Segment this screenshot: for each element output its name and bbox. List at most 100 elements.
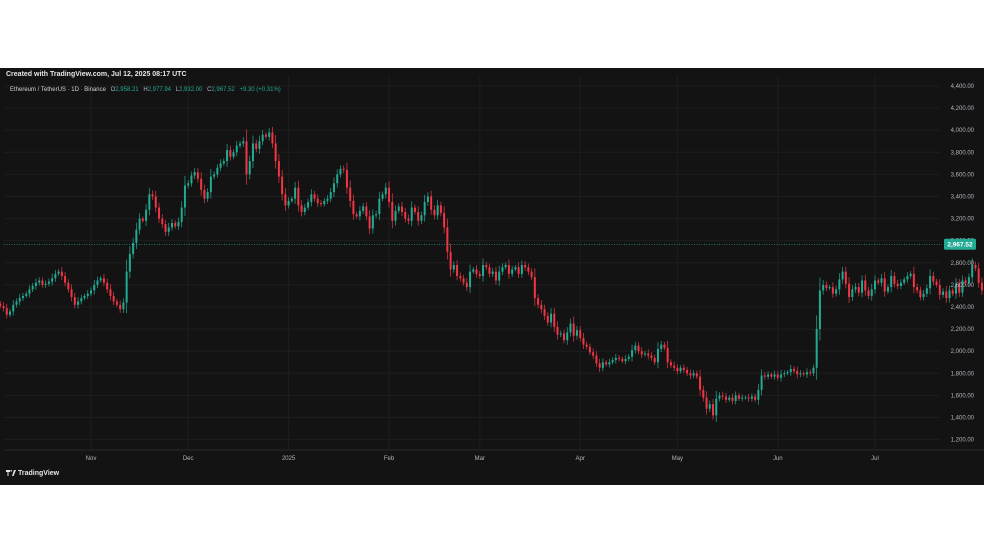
candle	[57, 269, 60, 277]
candle-body	[631, 350, 634, 357]
candle	[5, 303, 8, 319]
candle	[754, 393, 757, 403]
candle	[682, 364, 685, 374]
candle	[316, 194, 319, 208]
chart-grid	[4, 76, 940, 449]
candle-body	[640, 351, 643, 355]
candle	[9, 308, 12, 318]
candle-body	[851, 289, 854, 298]
candle-body	[676, 367, 679, 372]
candle	[310, 189, 313, 207]
candle	[705, 391, 708, 415]
candlestick-chart[interactable]: 1,200.00 1,400.00 1,600.00 1,800.00 2,000.00…	[0, 68, 984, 485]
candle-body	[426, 196, 429, 203]
candle-body	[245, 141, 248, 175]
candle	[235, 140, 238, 157]
candle	[598, 358, 601, 372]
candle-body	[893, 276, 896, 284]
candle	[637, 342, 640, 355]
candle-body	[284, 194, 287, 206]
candle	[553, 307, 556, 333]
candle	[410, 201, 413, 227]
candle-body	[588, 346, 591, 353]
candle-body	[138, 218, 141, 230]
candle	[391, 193, 394, 229]
candle	[433, 205, 436, 220]
candle	[193, 168, 196, 180]
candle	[226, 143, 229, 167]
candle-body	[870, 289, 873, 296]
candle-body	[209, 176, 212, 193]
candle	[177, 217, 180, 231]
candle	[313, 190, 316, 202]
candle-body	[562, 333, 565, 341]
candle-body	[825, 284, 828, 289]
candle	[352, 194, 355, 220]
candle	[828, 285, 831, 290]
candle	[786, 370, 789, 376]
candle-body	[809, 372, 812, 374]
candle-body	[498, 271, 501, 281]
candle	[825, 281, 828, 292]
y-axis: 1,200.00 1,400.00 1,600.00 1,800.00 2,000.00…	[951, 84, 975, 444]
candle-body	[229, 150, 232, 157]
candle	[757, 384, 760, 405]
candle-body	[517, 267, 520, 274]
candle-body	[527, 267, 530, 272]
candle	[954, 277, 957, 299]
candle-body	[125, 271, 128, 303]
candle-body	[886, 287, 889, 292]
candle-body	[938, 284, 941, 295]
candle	[154, 190, 157, 213]
candle	[12, 300, 15, 316]
candle-body	[287, 200, 290, 206]
y-tick-label: 1,600.00	[951, 393, 975, 399]
candle-body	[93, 284, 96, 291]
candle-body	[73, 297, 76, 305]
candle	[945, 286, 948, 303]
candle-body	[780, 374, 783, 378]
last-price-value: 2,967.52	[947, 242, 973, 249]
candle	[929, 269, 932, 295]
candle	[595, 351, 598, 368]
candle	[582, 332, 585, 349]
candle	[93, 279, 96, 295]
candle-body	[546, 315, 549, 323]
candle	[783, 370, 786, 377]
candle	[712, 399, 715, 420]
candle-body	[67, 282, 70, 290]
candle-body	[718, 395, 721, 399]
candle	[277, 154, 280, 183]
candle	[475, 265, 478, 278]
candle	[708, 400, 711, 413]
candle-body	[203, 189, 206, 199]
candle-body	[478, 273, 481, 277]
candle-body	[741, 397, 744, 399]
candle	[669, 359, 672, 369]
candle-body	[316, 198, 319, 204]
candles-layer	[0, 127, 983, 423]
candle	[919, 286, 922, 301]
candle	[789, 364, 792, 376]
candle	[686, 366, 689, 376]
candle	[232, 149, 235, 160]
candle-body	[112, 295, 115, 302]
candle-body	[219, 163, 222, 168]
candle-body	[115, 301, 118, 305]
candle-body	[579, 330, 582, 338]
candle-body	[391, 202, 394, 221]
candle-body	[51, 278, 54, 282]
created-with-text: Created with TradingView.com, Jul 12, 20…	[6, 71, 187, 78]
candle	[213, 171, 216, 180]
candle	[80, 294, 83, 305]
candle-body	[491, 271, 494, 274]
candle-body	[848, 283, 851, 298]
candle-body	[135, 229, 138, 243]
candle	[345, 162, 348, 195]
candle	[196, 168, 199, 183]
legend-low: 2,932.00	[179, 87, 203, 93]
candle-body	[433, 209, 436, 216]
y-tick-label: 2,800.00	[951, 261, 975, 267]
candle-body	[248, 161, 251, 175]
candle-body	[932, 276, 935, 282]
